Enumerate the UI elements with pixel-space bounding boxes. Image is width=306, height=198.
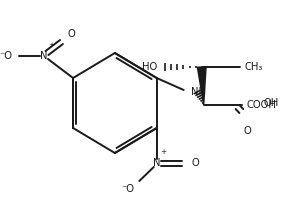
Text: COOH: COOH — [247, 100, 277, 110]
Text: ⁻O: ⁻O — [121, 184, 134, 194]
Text: +: + — [161, 149, 167, 155]
Polygon shape — [197, 67, 206, 105]
Text: N: N — [153, 158, 160, 168]
Text: ⁻O: ⁻O — [0, 51, 12, 61]
Text: HO: HO — [142, 62, 157, 72]
Text: +: + — [48, 42, 54, 48]
Text: NH: NH — [192, 87, 207, 97]
Text: CH₃: CH₃ — [244, 62, 263, 72]
Text: O: O — [192, 158, 199, 168]
Text: N: N — [40, 51, 48, 61]
Text: O: O — [67, 29, 75, 39]
Text: OH: OH — [263, 98, 279, 108]
Text: O: O — [243, 126, 251, 136]
